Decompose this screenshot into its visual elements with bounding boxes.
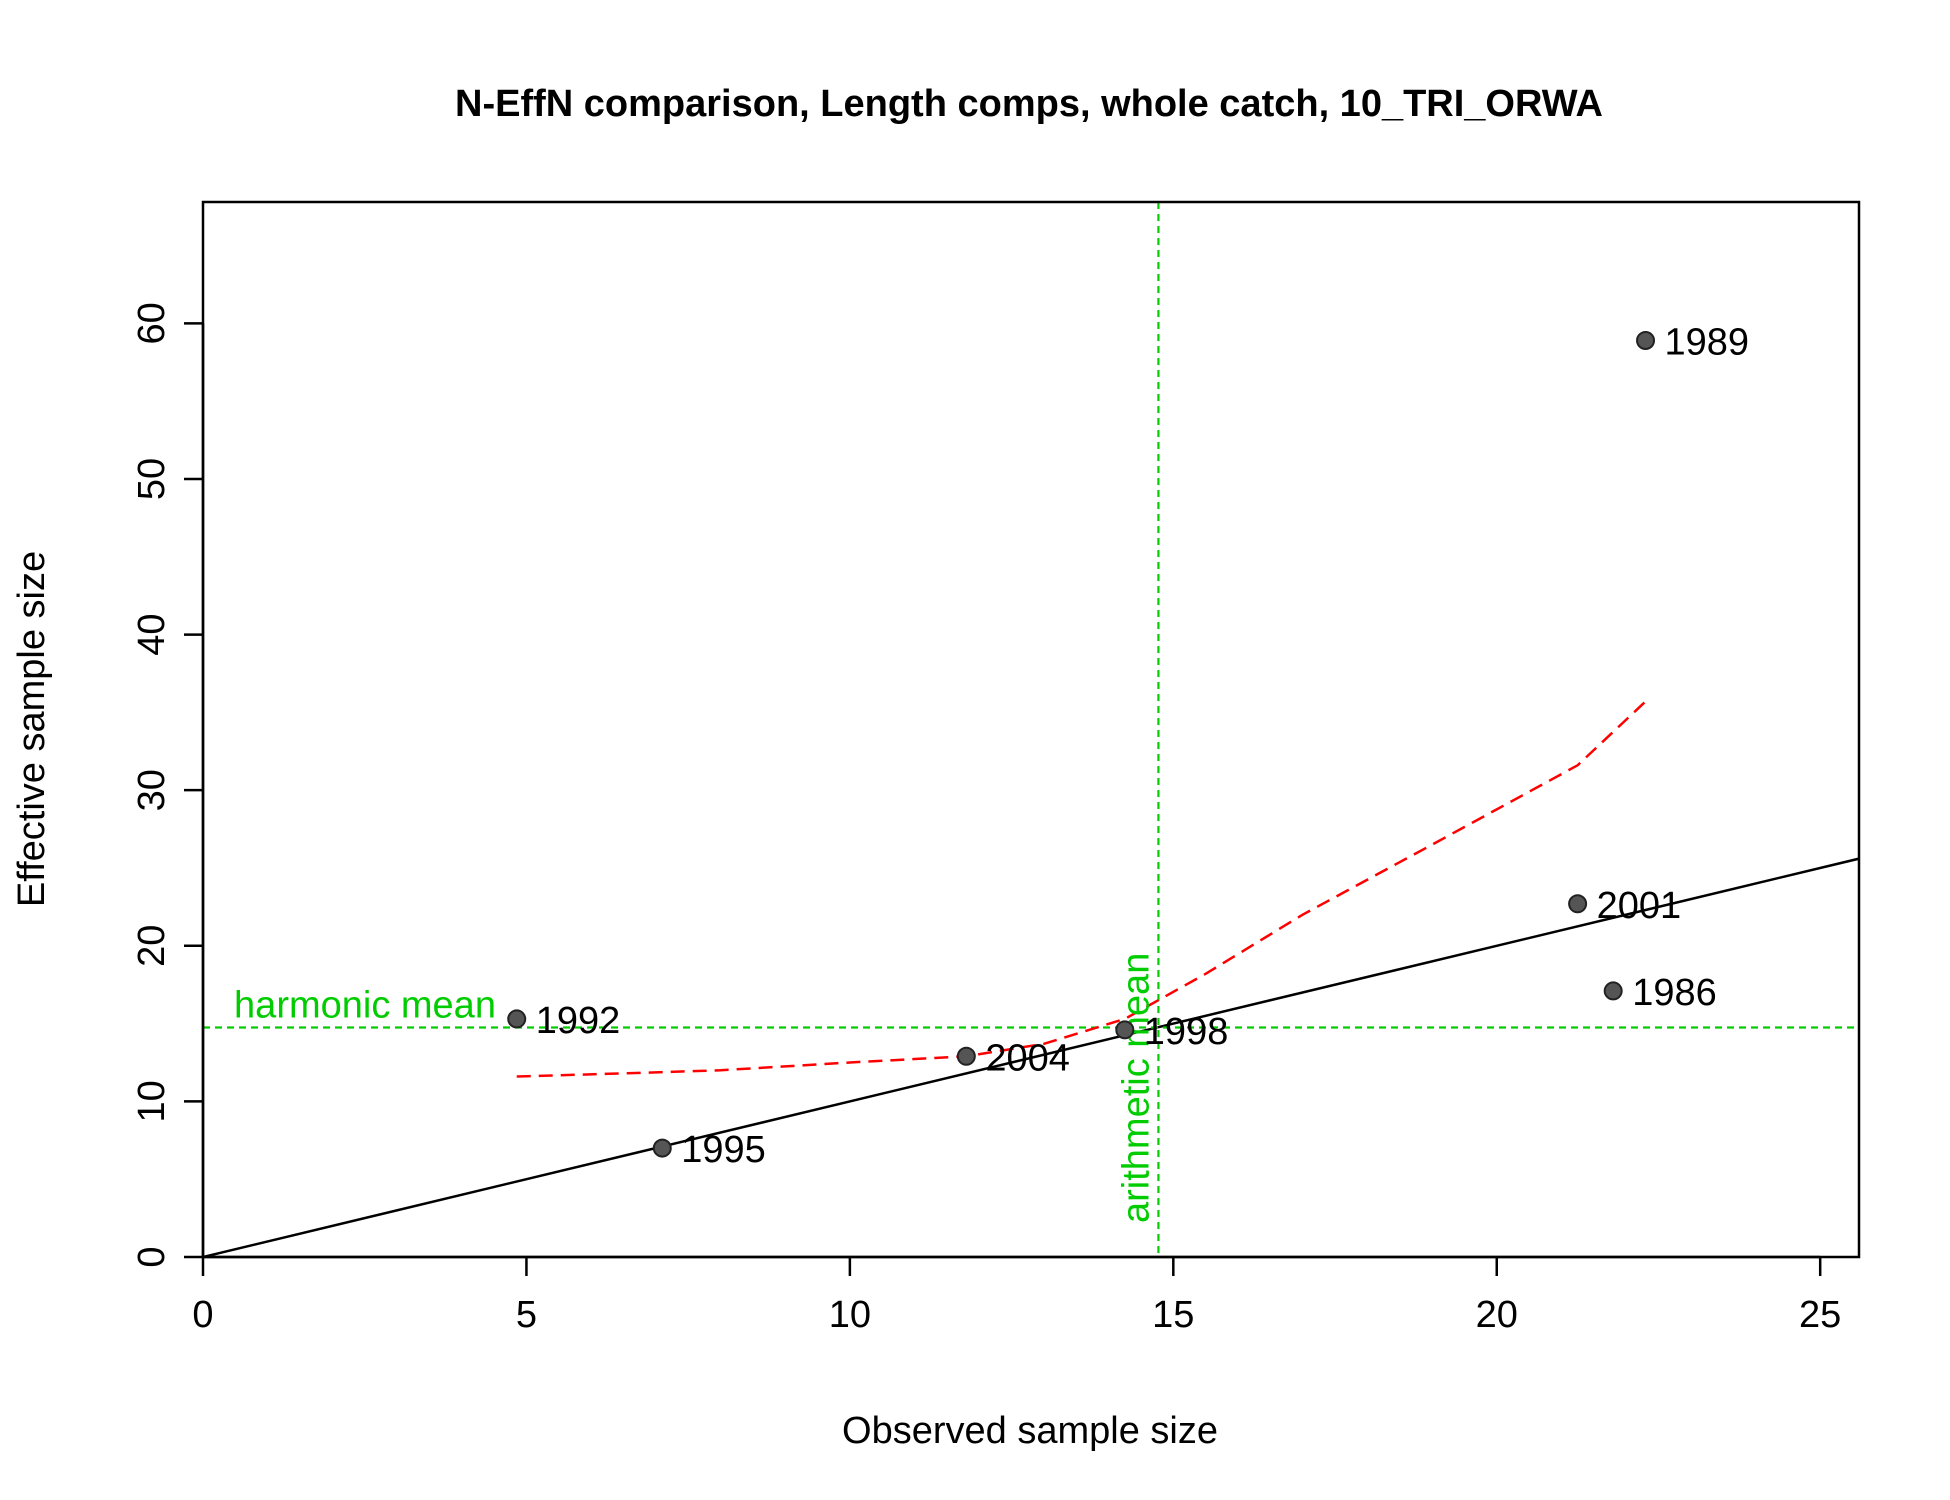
smoother-line: [516, 700, 1647, 1078]
one-to-one-line: [203, 857, 1859, 1257]
y-tick-label-0: 0: [131, 1246, 173, 1267]
chart-title: N-EffN comparison, Length comps, whole c…: [455, 83, 1603, 125]
y-tick-label-40: 40: [131, 613, 173, 655]
plot-area: [203, 202, 1859, 1257]
point-label-1992: 1992: [536, 1000, 621, 1042]
harmonic-mean-label: harmonic mean: [234, 984, 496, 1026]
x-tick-label-10: 10: [829, 1294, 871, 1336]
data-point-2001: [1568, 894, 1588, 914]
x-tick-label-20: 20: [1476, 1294, 1518, 1336]
point-label-2004: 2004: [985, 1037, 1070, 1079]
x-tick-label-0: 0: [192, 1294, 213, 1336]
arithmetic-mean-label: arithmetic mean: [1115, 953, 1157, 1223]
data-point-1989: [1636, 330, 1656, 350]
x-tick-label-15: 15: [1152, 1294, 1194, 1336]
point-label-1998: 1998: [1144, 1011, 1229, 1053]
point-label-1989: 1989: [1665, 321, 1750, 363]
y-axis-label: Effective sample size: [11, 551, 53, 907]
x-axis: 0 5 10 15 20 25: [192, 1255, 1841, 1336]
data-point-1995: [652, 1138, 672, 1158]
point-label-2001: 2001: [1597, 885, 1682, 927]
y-tick-label-30: 30: [131, 769, 173, 811]
y-tick-label-10: 10: [131, 1080, 173, 1122]
point-label-1986: 1986: [1632, 972, 1717, 1014]
x-axis-label: Observed sample size: [842, 1410, 1218, 1452]
data-point-1998: [1115, 1020, 1135, 1040]
y-tick-label-50: 50: [131, 458, 173, 500]
x-tick-label-5: 5: [516, 1294, 537, 1336]
y-axis: 0 10 20 30 40 50 60: [131, 302, 205, 1268]
data-point-1992: [507, 1009, 527, 1029]
data-point-1986: [1603, 981, 1623, 1001]
x-tick-label-25: 25: [1799, 1294, 1841, 1336]
data-point-2004: [956, 1046, 976, 1066]
point-label-1995: 1995: [681, 1129, 766, 1171]
y-tick-label-20: 20: [131, 925, 173, 967]
plot-frame: [201, 200, 1861, 1259]
y-tick-label-60: 60: [131, 302, 173, 344]
